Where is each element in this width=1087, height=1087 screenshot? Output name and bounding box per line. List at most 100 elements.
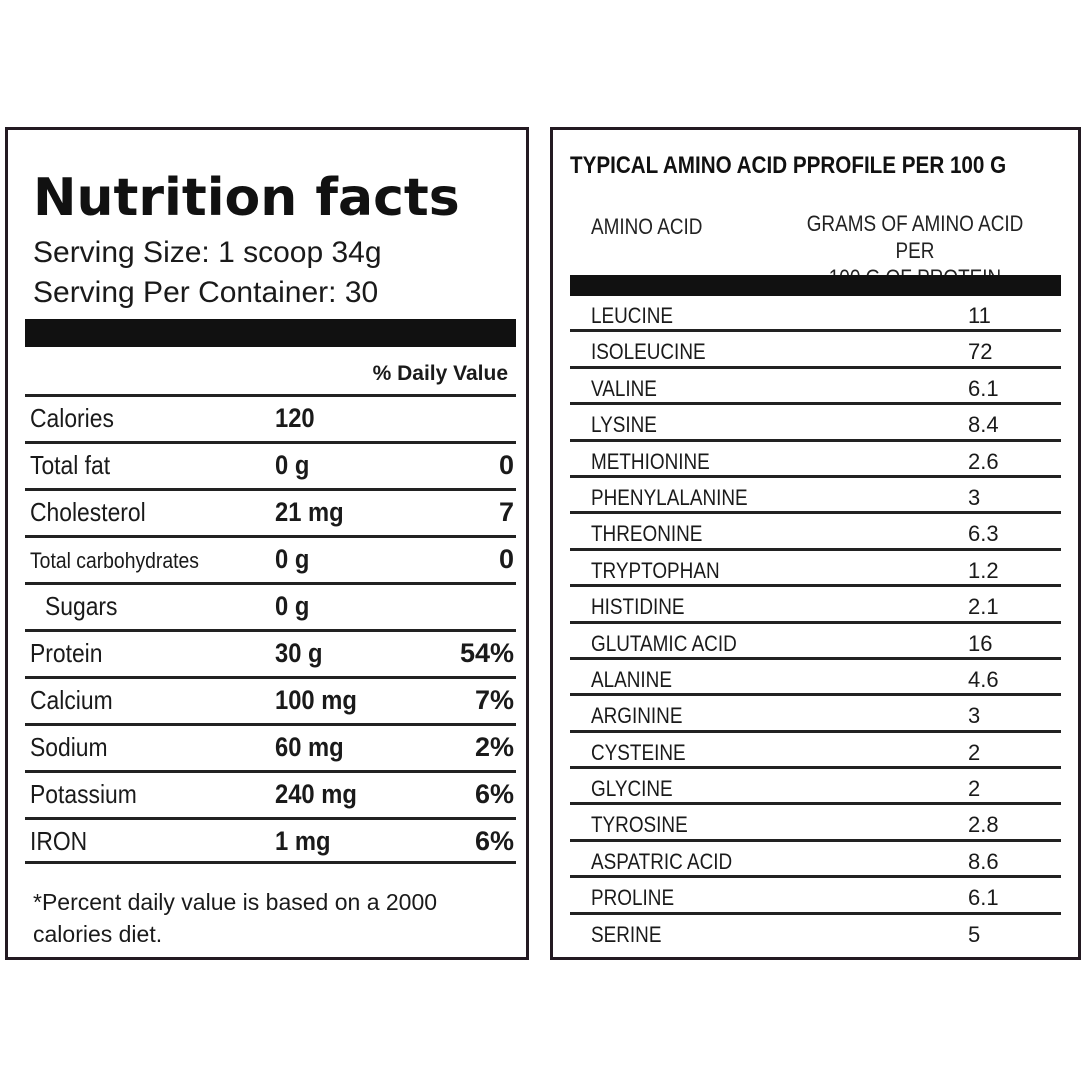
amino-row: GLYCINE 2 xyxy=(570,769,1061,806)
amino-name: THREONINE xyxy=(591,521,703,547)
amino-value: 1.2 xyxy=(968,557,999,583)
amino-row: CYSTEINE 2 xyxy=(570,733,1061,770)
nutrient-row: Protein 30 g 54% xyxy=(25,629,516,676)
nutrient-name: Total carbohydrates xyxy=(30,548,199,573)
nutrient-name: Cholesterol xyxy=(30,497,146,527)
amino-name: CYSTEINE xyxy=(591,739,686,765)
amino-row: SERINE 5 xyxy=(570,915,1061,951)
nutrient-row: Cholesterol 21 mg 7 xyxy=(25,488,516,535)
amino-row: ISOLEUCINE 72 xyxy=(570,332,1061,369)
nutrient-name: Calories xyxy=(30,403,114,433)
amino-name: VALINE xyxy=(591,375,657,401)
amino-title: TYPICAL AMINO ACID PPROFILE PER 100 G xyxy=(570,152,1007,179)
amino-value: 2.6 xyxy=(968,448,999,474)
nutrient-table: Calories 120 Total fat 0 g 0 Cholesterol… xyxy=(25,394,516,864)
nutrient-daily-value: 7% xyxy=(474,685,514,715)
amino-name: GLUTAMIC ACID xyxy=(591,630,737,656)
thick-divider xyxy=(25,319,516,347)
amino-value: 2 xyxy=(968,776,981,802)
amino-name: PHENYLALANINE xyxy=(591,484,748,510)
amino-name: PROLINE xyxy=(591,885,675,911)
nutrient-row: Total carbohydrates 0 g 0 xyxy=(25,535,516,582)
daily-value-footnote: *Percent daily value is based on a 2000 … xyxy=(33,889,438,947)
nutrient-name: IRON xyxy=(30,826,88,856)
amino-value: 11 xyxy=(968,303,991,328)
amino-value: 72 xyxy=(968,339,993,365)
nutrient-row: Calories 120 xyxy=(25,394,516,441)
nutrient-name: Potassium xyxy=(30,779,137,809)
amino-name: TYROSINE xyxy=(591,812,688,838)
nutrient-row: Potassium 240 mg 6% xyxy=(25,770,516,817)
amino-value: 4.6 xyxy=(968,666,999,692)
nutrient-daily-value: 0 xyxy=(498,544,514,574)
nutrient-name: Protein xyxy=(30,638,103,668)
amino-row: PHENYLALANINE 3 xyxy=(570,478,1061,515)
nutrient-name: Sodium xyxy=(30,732,108,762)
amino-row: ARGININE 3 xyxy=(570,696,1061,733)
amino-name: LEUCINE xyxy=(591,303,674,328)
amino-name: HISTIDINE xyxy=(591,594,685,620)
amino-row: THREONINE 6.3 xyxy=(570,514,1061,551)
amino-value: 6.1 xyxy=(968,375,999,401)
serving-per-container: Serving Per Container: 30 xyxy=(33,276,379,309)
amino-value: 3 xyxy=(968,484,981,510)
nutrient-amount: 0 g xyxy=(275,450,310,480)
amino-row: LYSINE 8.4 xyxy=(570,405,1061,442)
nutrient-amount: 1 mg xyxy=(275,826,331,856)
nutrient-daily-value: 6% xyxy=(474,779,514,809)
nutrient-amount: 30 g xyxy=(275,638,323,668)
nutrient-amount: 120 xyxy=(275,403,315,433)
amino-row: ASPATRIC ACID 8.6 xyxy=(570,842,1061,879)
amino-value: 8.4 xyxy=(968,412,999,438)
nutrient-amount: 100 mg xyxy=(275,685,357,715)
nutrient-name: Total fat xyxy=(30,450,111,480)
nutrient-row: Sodium 60 mg 2% xyxy=(25,723,516,770)
nutrient-daily-value: 54% xyxy=(459,638,514,668)
amino-value: 6.3 xyxy=(968,521,999,547)
nutrient-amount: 21 mg xyxy=(275,497,344,527)
amino-name: LYSINE xyxy=(591,412,657,438)
amino-name: SERINE xyxy=(591,921,662,947)
amino-value: 2.1 xyxy=(968,594,999,620)
daily-value-header: % Daily Value xyxy=(372,362,508,385)
amino-name: ARGININE xyxy=(591,703,683,729)
amino-row: LEUCINE 11 xyxy=(570,296,1061,333)
amino-value: 2 xyxy=(968,739,981,765)
amino-name: ISOLEUCINE xyxy=(591,339,706,365)
amino-row: HISTIDINE 2.1 xyxy=(570,587,1061,624)
nutrient-amount: 0 g xyxy=(275,591,310,621)
nutrient-daily-value: 6% xyxy=(474,826,514,856)
nutrient-row: Total fat 0 g 0 xyxy=(25,441,516,488)
amino-name: GLYCINE xyxy=(591,776,673,802)
nutrient-daily-value: 7 xyxy=(498,497,514,527)
nutrient-row: IRON 1 mg 6% xyxy=(25,817,516,864)
column-header-grams-line1: GRAMS OF AMINO ACID PER xyxy=(806,211,1024,263)
column-header-amino-acid: AMINO ACID xyxy=(591,214,703,239)
amino-row: TYROSINE 2.8 xyxy=(570,805,1061,842)
nutrient-name: Sugars xyxy=(45,591,118,621)
amino-row: TRYPTOPHAN 1.2 xyxy=(570,551,1061,588)
amino-table: LEUCINE 11 ISOLEUCINE 72 VALINE 6.1 LYSINE 8… xyxy=(570,296,1061,951)
nutrient-amount: 0 g xyxy=(275,544,310,574)
amino-name: ASPATRIC ACID xyxy=(591,848,733,874)
amino-value: 3 xyxy=(968,703,981,729)
nutrition-facts-panel: Nutrition facts Serving Size: 1 scoop 34… xyxy=(5,127,529,960)
amino-value: 2.8 xyxy=(968,812,999,838)
nutrient-daily-value: 0 xyxy=(498,450,514,480)
amino-row: VALINE 6.1 xyxy=(570,369,1061,406)
amino-name: TRYPTOPHAN xyxy=(591,557,720,583)
serving-size: Serving Size: 1 scoop 34g xyxy=(33,236,382,269)
nutrient-name: Calcium xyxy=(30,685,113,715)
thick-divider xyxy=(570,275,1061,296)
amino-value: 16 xyxy=(968,630,993,656)
nutrient-row: Calcium 100 mg 7% xyxy=(25,676,516,723)
amino-value: 8.6 xyxy=(968,848,999,874)
amino-row: GLUTAMIC ACID 16 xyxy=(570,624,1061,660)
nutrient-amount: 240 mg xyxy=(275,779,357,809)
amino-row: ALANINE 4.6 xyxy=(570,660,1061,697)
nutrition-title: Nutrition facts xyxy=(33,168,460,228)
nutrient-amount: 60 mg xyxy=(275,732,344,762)
nutrient-row: Sugars 0 g xyxy=(25,582,516,629)
amino-value: 6.1 xyxy=(968,885,999,911)
amino-value: 5 xyxy=(968,921,981,947)
